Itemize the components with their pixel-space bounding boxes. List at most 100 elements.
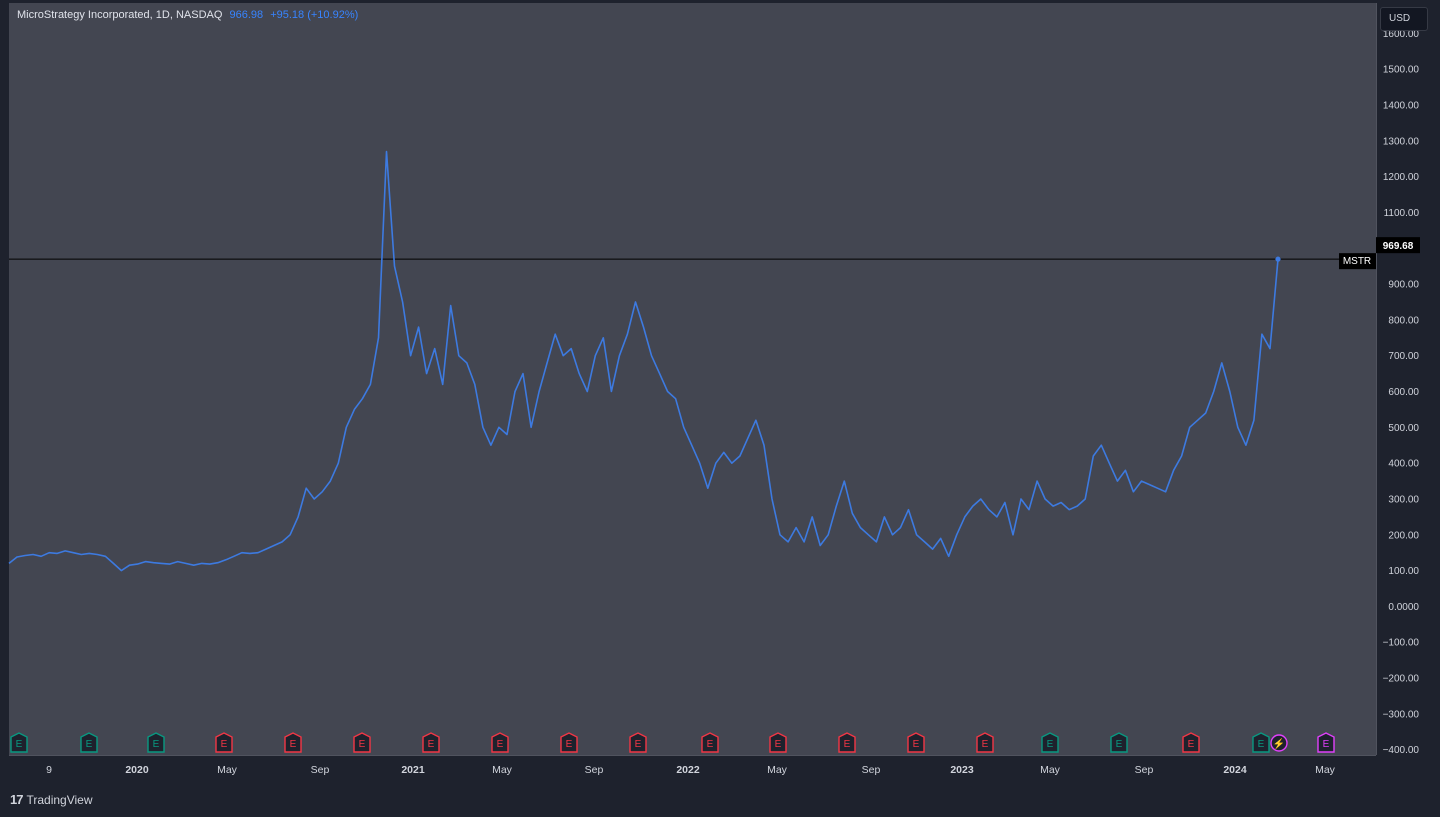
svg-text:E: E — [497, 739, 504, 750]
earnings-icon[interactable]: E — [1182, 732, 1200, 753]
earnings-icon[interactable]: E — [1252, 732, 1270, 753]
svg-text:E: E — [290, 739, 297, 750]
svg-text:E: E — [635, 739, 642, 750]
price-value: 966.98 — [229, 9, 264, 21]
y-tick-label: 400.00 — [1388, 459, 1419, 470]
svg-text:E: E — [707, 739, 714, 750]
earnings-icon[interactable]: E — [147, 732, 165, 753]
y-tick-label: −300.00 — [1383, 709, 1420, 720]
svg-text:E: E — [1258, 739, 1265, 750]
x-tick-label: 9 — [46, 764, 52, 776]
earnings-icon[interactable]: E — [10, 732, 28, 753]
y-tick-label: 900.00 — [1388, 280, 1419, 291]
x-tick-label: 2023 — [950, 764, 974, 776]
svg-text:E: E — [913, 739, 920, 750]
svg-text:E: E — [1323, 739, 1330, 750]
x-tick-label: 2020 — [125, 764, 149, 776]
symbol-title: MicroStrategy Incorporated, 1D, NASDAQ — [17, 9, 223, 21]
y-tick-label: 1100.00 — [1384, 208, 1420, 219]
earnings-markers: E E E E E E E E E E E E E E E E E E E ⚡ E — [10, 732, 1335, 753]
svg-text:E: E — [982, 739, 989, 750]
y-tick-label: 1500.00 — [1383, 65, 1420, 76]
earnings-icon[interactable]: E — [1110, 732, 1128, 753]
y-tick-label: 700.00 — [1388, 351, 1419, 362]
svg-text:E: E — [428, 739, 435, 750]
svg-text:E: E — [221, 739, 228, 750]
last-price-dot — [1275, 256, 1281, 262]
chart-pane[interactable] — [9, 3, 1376, 755]
earnings-icon[interactable]: E — [353, 732, 371, 753]
tradingview-logo[interactable]: 17 TradingView — [10, 792, 93, 807]
y-tick-label: 1300.00 — [1383, 136, 1420, 147]
earnings-icon[interactable]: E — [1317, 732, 1335, 753]
earnings-icon[interactable]: E — [976, 732, 994, 753]
y-tick-label: 1400.00 — [1383, 101, 1420, 112]
svg-text:E: E — [86, 739, 93, 750]
last-price-label: 969.68 — [1376, 237, 1420, 254]
tradingview-logo-text: TradingView — [26, 792, 93, 807]
earnings-icon[interactable]: E — [80, 732, 98, 753]
y-tick-label: 800.00 — [1388, 315, 1419, 326]
y-tick-label: 200.00 — [1388, 530, 1419, 541]
x-tick-label: May — [1040, 764, 1061, 776]
y-tick-label: −400.00 — [1383, 745, 1420, 756]
svg-text:E: E — [775, 739, 782, 750]
earnings-icon[interactable]: E — [629, 732, 647, 753]
y-tick-label: 1200.00 — [1383, 172, 1420, 183]
y-tick-label: 100.00 — [1388, 566, 1419, 577]
earnings-icon[interactable]: E — [215, 732, 233, 753]
symbol-legend[interactable]: MicroStrategy Incorporated, 1D, NASDAQ 9… — [17, 9, 358, 21]
ticker-label: MSTR — [1339, 253, 1376, 270]
y-tick-label: −200.00 — [1383, 674, 1420, 685]
svg-text:E: E — [1116, 739, 1123, 750]
price-axis[interactable] — [1376, 3, 1435, 755]
y-tick-label: 1600.00 — [1383, 29, 1420, 40]
svg-text:E: E — [16, 739, 23, 750]
x-tick-label: Sep — [862, 764, 881, 776]
x-axis-ticks: 9 2020 May Sep 2021 May Sep 2022 May Sep 2023 May Se… — [46, 764, 1336, 776]
dividend-icon[interactable]: ⚡ — [1270, 734, 1288, 752]
y-tick-label: −100.00 — [1383, 638, 1420, 649]
svg-text:E: E — [1047, 739, 1054, 750]
footer-bar — [0, 783, 1440, 817]
x-tick-label: Sep — [1135, 764, 1154, 776]
x-tick-label: May — [1315, 764, 1336, 776]
svg-text:E: E — [153, 739, 160, 750]
y-axis-ticks: 1600.00 1500.00 1400.00 1300.00 1200.00 1100.… — [1383, 29, 1420, 756]
earnings-icon[interactable]: E — [769, 732, 787, 753]
x-tick-label: 2021 — [401, 764, 425, 776]
time-axis[interactable] — [9, 755, 1376, 784]
svg-text:E: E — [1188, 739, 1195, 750]
x-tick-label: 2024 — [1223, 764, 1247, 776]
earnings-icon[interactable]: E — [907, 732, 925, 753]
earnings-icon[interactable]: E — [701, 732, 719, 753]
svg-text:⚡: ⚡ — [1273, 737, 1285, 750]
earnings-icon[interactable]: E — [838, 732, 856, 753]
price-series-line — [8, 150, 1279, 572]
x-tick-label: May — [217, 764, 238, 776]
earnings-icon[interactable]: E — [1041, 732, 1059, 753]
svg-text:E: E — [566, 739, 573, 750]
y-tick-label: 600.00 — [1388, 387, 1419, 398]
svg-text:E: E — [359, 739, 366, 750]
x-tick-label: 2022 — [676, 764, 700, 776]
ticker-text: MSTR — [1343, 256, 1371, 267]
tradingview-logo-mark: 17 — [10, 792, 24, 807]
last-price-text: 969.68 — [1383, 241, 1414, 252]
x-tick-label: May — [767, 764, 788, 776]
y-tick-label: 300.00 — [1388, 494, 1419, 505]
earnings-icon[interactable]: E — [422, 732, 440, 753]
earnings-icon[interactable]: E — [284, 732, 302, 753]
x-tick-label: May — [492, 764, 513, 776]
x-tick-label: Sep — [311, 764, 330, 776]
earnings-icon[interactable]: E — [491, 732, 509, 753]
y-tick-label: 0.0000 — [1388, 602, 1419, 613]
y-tick-label: 500.00 — [1388, 423, 1419, 434]
price-change: +95.18 (+10.92%) — [270, 9, 359, 21]
earnings-icon[interactable]: E — [560, 732, 578, 753]
svg-text:E: E — [844, 739, 851, 750]
x-tick-label: Sep — [585, 764, 604, 776]
currency-button[interactable]: USD — [1380, 7, 1428, 31]
